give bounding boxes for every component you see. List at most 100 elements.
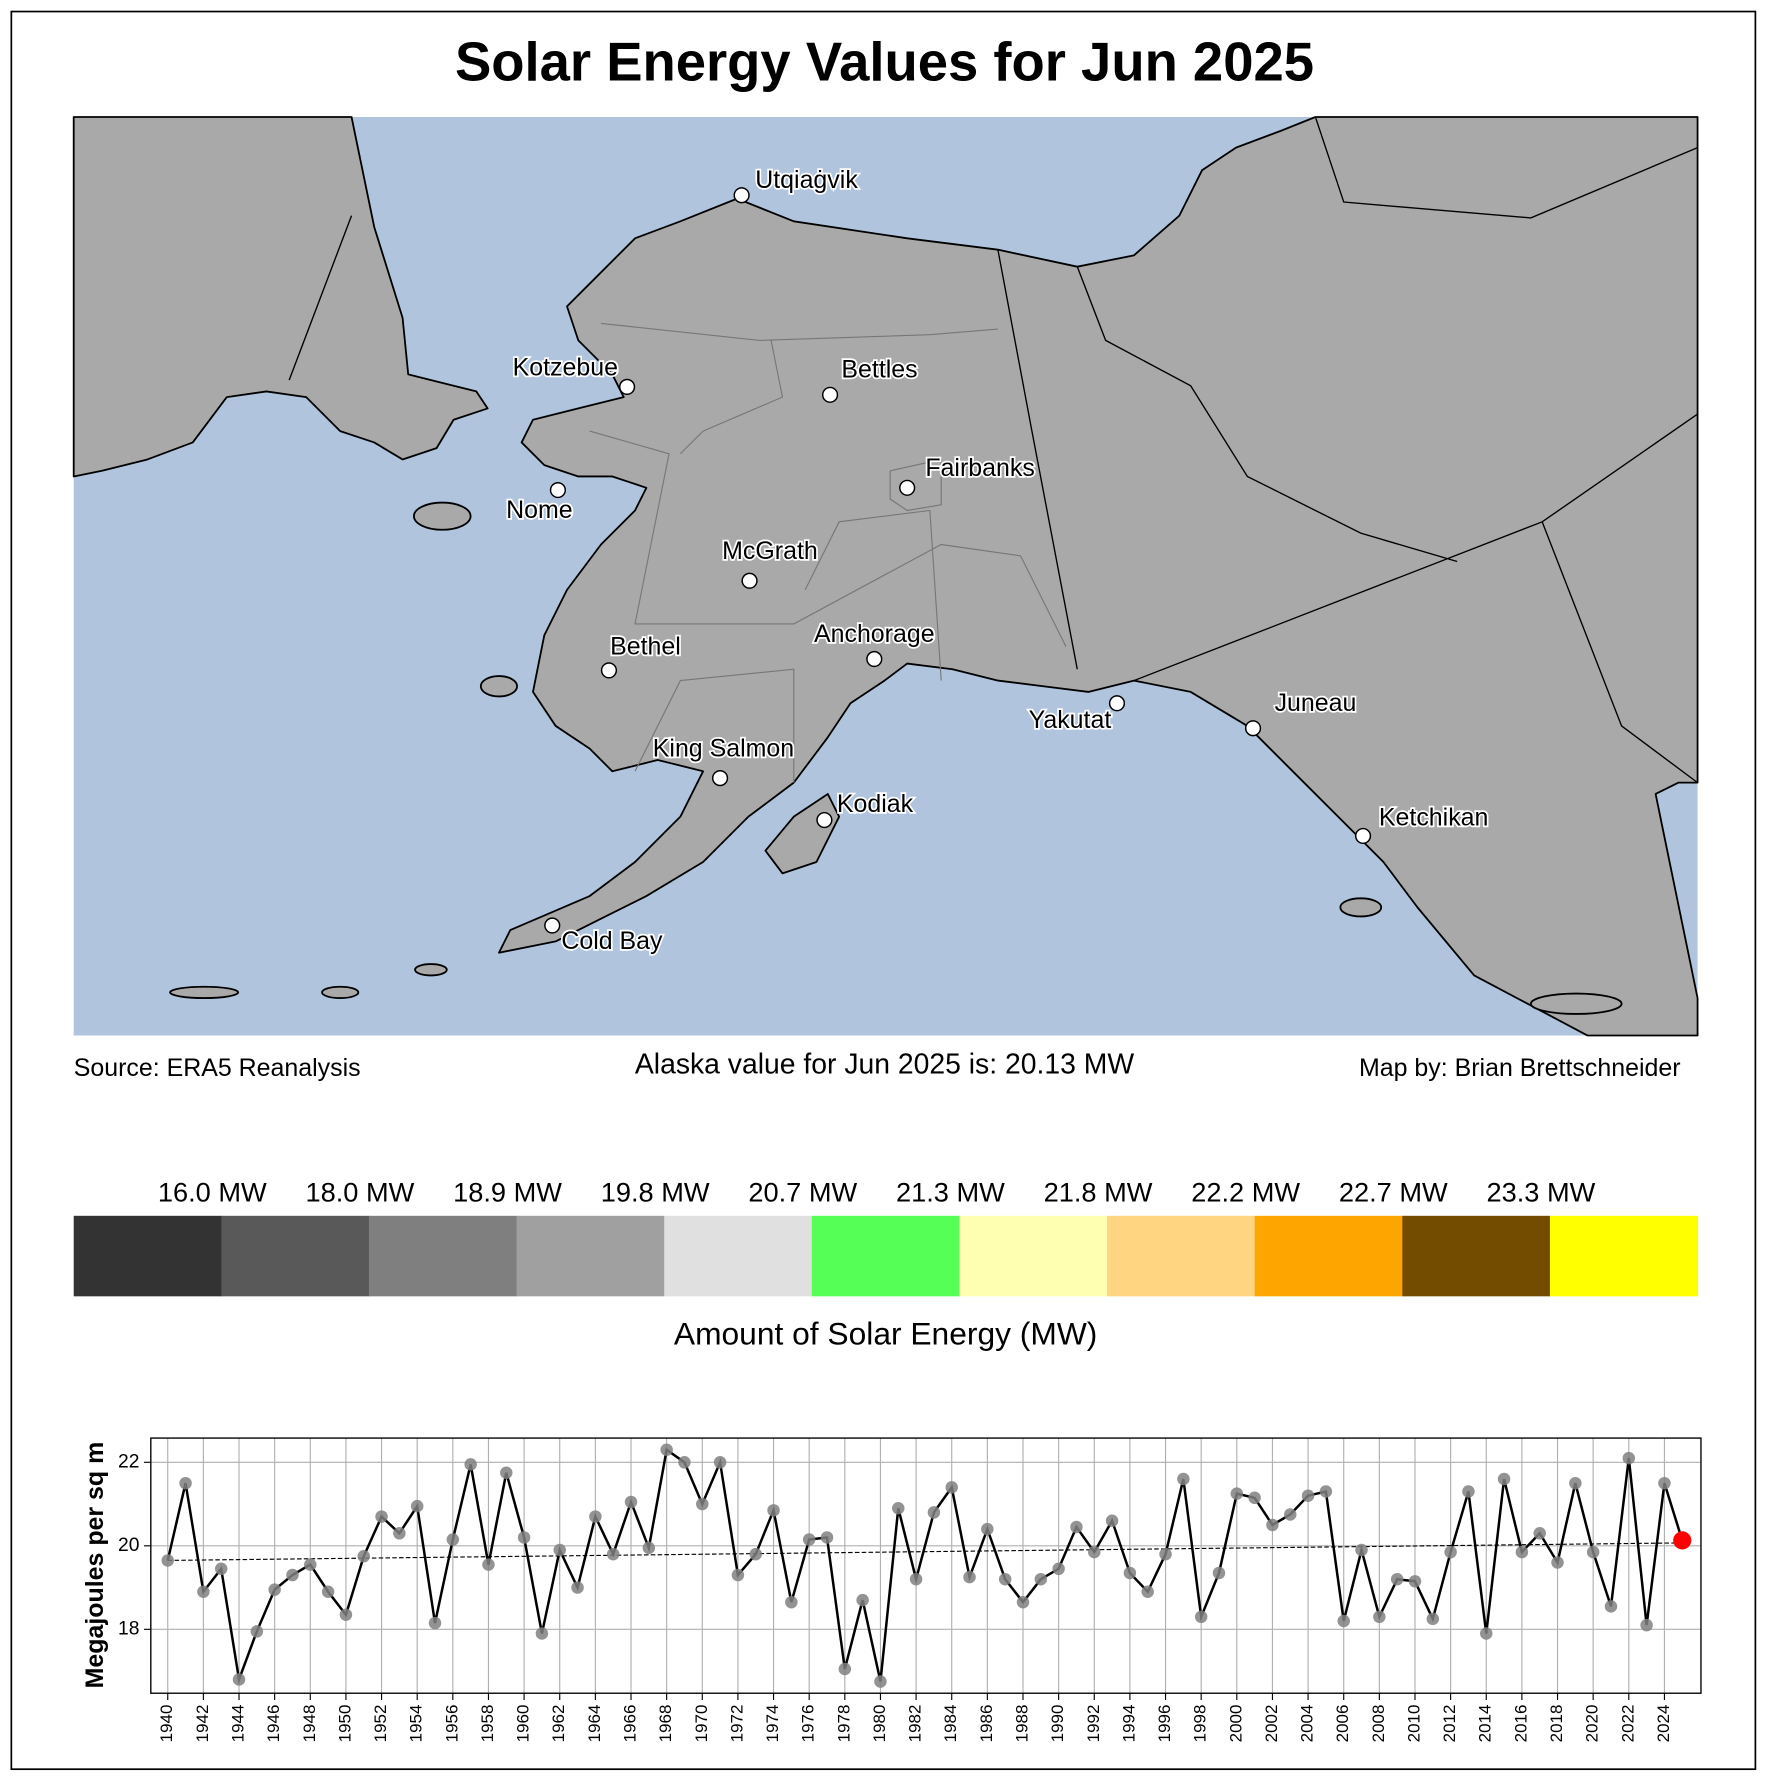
point [1035, 1573, 1047, 1585]
x-tick-label: 1970 [692, 1705, 711, 1743]
x-tick-label: 1978 [834, 1705, 853, 1743]
colorbar-label: 18.9 MW [453, 1176, 562, 1207]
point [981, 1523, 993, 1535]
x-tick-label: 1946 [264, 1705, 283, 1743]
x-tick-label: 1964 [585, 1705, 604, 1743]
point [482, 1558, 494, 1570]
point [821, 1531, 833, 1543]
x-tick-label: 2000 [1226, 1705, 1245, 1743]
x-tick-label: 2018 [1547, 1705, 1566, 1743]
city-dot [900, 480, 915, 495]
point [1587, 1546, 1599, 1558]
point [553, 1544, 565, 1556]
point [1248, 1492, 1260, 1504]
island [322, 987, 358, 998]
point [678, 1456, 690, 1468]
point [1391, 1573, 1403, 1585]
city-label: Cold Bay [561, 927, 663, 955]
point [162, 1554, 174, 1566]
point [1605, 1600, 1617, 1612]
colorbar-title: Amount of Solar Energy (MW) [674, 1315, 1097, 1351]
point [1623, 1452, 1635, 1464]
city-label: Anchorage [814, 620, 935, 648]
point [1320, 1485, 1332, 1497]
x-tick-label: 1948 [300, 1705, 319, 1743]
x-tick-label: 1950 [335, 1705, 354, 1743]
highlight-point [1673, 1531, 1691, 1549]
x-tick-label: 2022 [1618, 1705, 1637, 1743]
point [1658, 1477, 1670, 1489]
point [1106, 1515, 1118, 1527]
point [1355, 1544, 1367, 1556]
island [170, 987, 238, 998]
color-swatch [74, 1216, 222, 1297]
city-label: Fairbanks [925, 454, 1034, 482]
x-tick-label: 1962 [549, 1705, 568, 1743]
y-axis-label: Megajoules per sq m [81, 1442, 109, 1689]
point [375, 1510, 387, 1522]
point [1337, 1615, 1349, 1627]
point [1159, 1548, 1171, 1560]
point [1516, 1546, 1528, 1558]
point [1070, 1521, 1082, 1533]
point [928, 1506, 940, 1518]
point [1533, 1527, 1545, 1539]
color-swatch [1550, 1216, 1698, 1297]
color-swatch [959, 1216, 1107, 1297]
y-tick-label: 22 [118, 1451, 139, 1472]
point [732, 1569, 744, 1581]
point [464, 1458, 476, 1470]
x-tick-label: 2010 [1404, 1705, 1423, 1743]
point [1231, 1487, 1243, 1499]
point [1462, 1485, 1474, 1497]
x-tick-label: 1994 [1119, 1705, 1138, 1743]
x-tick-label: 2024 [1654, 1705, 1673, 1743]
city-label: Nome [506, 496, 573, 524]
point [1284, 1508, 1296, 1520]
point [286, 1569, 298, 1581]
map [74, 117, 1698, 1036]
x-tick-label: 1998 [1191, 1705, 1210, 1743]
point [340, 1608, 352, 1620]
color-swatch [517, 1216, 665, 1297]
point [643, 1542, 655, 1554]
point [1551, 1556, 1563, 1568]
x-tick-label: 2002 [1262, 1705, 1281, 1743]
point [945, 1481, 957, 1493]
x-tick-label: 2012 [1440, 1705, 1459, 1743]
city-dot [713, 771, 728, 786]
x-tick-label: 1972 [727, 1705, 746, 1743]
x-tick-label: 1944 [229, 1705, 248, 1743]
point [1213, 1567, 1225, 1579]
point [429, 1617, 441, 1629]
point [1195, 1611, 1207, 1623]
x-tick-label: 2008 [1369, 1705, 1388, 1743]
x-tick-label: 1958 [478, 1705, 497, 1743]
city-label: Bettles [841, 356, 917, 384]
point [1444, 1546, 1456, 1558]
point [963, 1571, 975, 1583]
city-dot [1110, 696, 1125, 711]
y-tick-label: 18 [118, 1618, 139, 1639]
point [660, 1444, 672, 1456]
colorbar-label: 21.8 MW [1044, 1176, 1153, 1207]
point [1373, 1611, 1385, 1623]
point [999, 1573, 1011, 1585]
point [197, 1586, 209, 1598]
colorbar-label: 22.7 MW [1339, 1176, 1448, 1207]
source: Source: ERA5 Reanalysis [74, 1054, 361, 1082]
point [1569, 1477, 1581, 1489]
colorbar-label: 22.2 MW [1191, 1176, 1300, 1207]
x-tick-label: 1940 [157, 1705, 176, 1743]
city-label: King Salmon [653, 734, 794, 762]
x-tick-label: 1960 [514, 1705, 533, 1743]
point [179, 1477, 191, 1489]
point [1302, 1489, 1314, 1501]
point [625, 1496, 637, 1508]
point [749, 1548, 761, 1560]
point [785, 1596, 797, 1608]
colorbar-label: 21.3 MW [896, 1176, 1005, 1207]
x-tick-label: 1966 [620, 1705, 639, 1743]
point [1409, 1575, 1421, 1587]
